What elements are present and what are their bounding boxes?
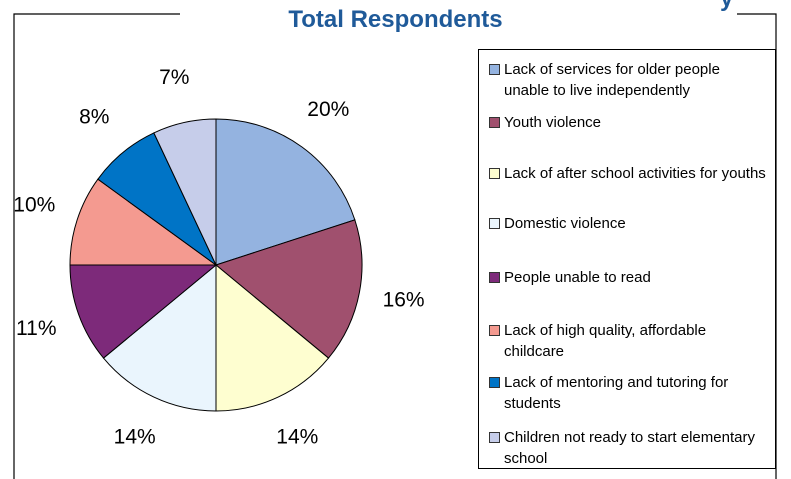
pie-slice xyxy=(69,178,218,266)
legend-label: Youth violence xyxy=(504,114,602,131)
pie-slice xyxy=(69,264,218,359)
legend-label: People unable to read xyxy=(504,269,651,286)
legend-label: Lack of high quality, affordable childca… xyxy=(504,322,707,360)
legend-label: Lack of after school activities for yout… xyxy=(504,165,766,182)
legend-label: Lack of mentoring and tutoring for stude… xyxy=(504,374,729,412)
legend-swatch xyxy=(489,117,500,128)
pie-slice xyxy=(153,118,217,266)
legend-swatch xyxy=(489,218,500,229)
chart-legend: Lack of services for older people unable… xyxy=(478,49,776,469)
slice-label: 14% xyxy=(276,425,318,448)
slice-label: 8% xyxy=(79,105,109,128)
chart-title-partial: y xyxy=(720,0,740,13)
pie-chart: 20% 16% 14% 14% 11% 10% 8% 7% xyxy=(13,66,424,448)
slice-label: 7% xyxy=(159,66,189,89)
pie-slice xyxy=(214,219,363,359)
chart-title: Total Respondents xyxy=(288,6,503,33)
slice-label: 20% xyxy=(307,98,349,121)
legend-swatch xyxy=(489,377,500,388)
slice-label: 10% xyxy=(13,194,55,217)
legend-label: Lack of services for older people unable… xyxy=(504,61,720,99)
pie-slice xyxy=(215,118,356,266)
pie-slice xyxy=(102,263,217,412)
legend-swatch xyxy=(489,64,500,75)
legend-swatch xyxy=(489,432,500,443)
legend-swatch xyxy=(489,272,500,283)
legend-label: Domestic violence xyxy=(504,215,626,232)
legend-label: Children not ready to start elementary s… xyxy=(504,429,755,467)
legend-swatch xyxy=(489,325,500,336)
pie-slice xyxy=(215,263,330,412)
slice-label: 11% xyxy=(16,317,56,340)
legend-swatch xyxy=(489,168,500,179)
slice-label: 14% xyxy=(114,425,156,448)
slice-label: 16% xyxy=(383,288,425,311)
